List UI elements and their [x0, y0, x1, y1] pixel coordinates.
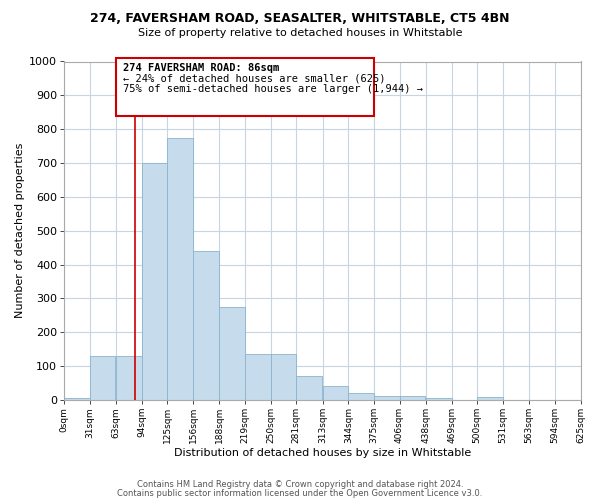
Bar — [64, 398, 90, 400]
Bar — [477, 398, 503, 400]
Text: ← 24% of detached houses are smaller (625): ← 24% of detached houses are smaller (62… — [123, 74, 385, 84]
Bar — [142, 163, 167, 400]
Bar — [271, 354, 296, 400]
Bar — [400, 396, 425, 400]
Y-axis label: Number of detached properties: Number of detached properties — [15, 143, 25, 318]
Text: Size of property relative to detached houses in Whitstable: Size of property relative to detached ho… — [138, 28, 462, 38]
Text: Contains public sector information licensed under the Open Government Licence v3: Contains public sector information licen… — [118, 489, 482, 498]
Text: 274 FAVERSHAM ROAD: 86sqm: 274 FAVERSHAM ROAD: 86sqm — [123, 62, 279, 72]
Bar — [323, 386, 349, 400]
Text: Contains HM Land Registry data © Crown copyright and database right 2024.: Contains HM Land Registry data © Crown c… — [137, 480, 463, 489]
Bar — [193, 251, 218, 400]
Text: 75% of semi-detached houses are larger (1,944) →: 75% of semi-detached houses are larger (… — [123, 84, 423, 94]
Bar — [374, 396, 400, 400]
Bar — [167, 138, 193, 400]
Text: 274, FAVERSHAM ROAD, SEASALTER, WHITSTABLE, CT5 4BN: 274, FAVERSHAM ROAD, SEASALTER, WHITSTAB… — [90, 12, 510, 26]
Bar — [220, 307, 245, 400]
Bar — [426, 398, 452, 400]
Bar — [116, 356, 142, 400]
FancyBboxPatch shape — [116, 58, 374, 116]
X-axis label: Distribution of detached houses by size in Whitstable: Distribution of detached houses by size … — [173, 448, 471, 458]
Bar — [349, 392, 374, 400]
Bar — [296, 376, 322, 400]
Bar — [245, 354, 271, 400]
Bar — [90, 356, 115, 400]
